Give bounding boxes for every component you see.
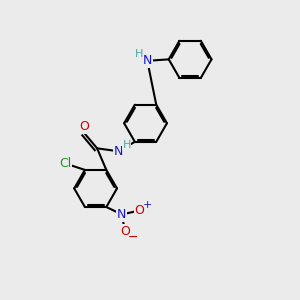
Text: H: H xyxy=(123,140,131,150)
Text: N: N xyxy=(117,208,127,221)
Text: Cl: Cl xyxy=(59,157,71,169)
Text: H: H xyxy=(135,49,143,59)
Text: −: − xyxy=(128,231,138,244)
Text: O: O xyxy=(135,204,145,217)
Text: N: N xyxy=(114,145,123,158)
Text: +: + xyxy=(143,200,152,211)
Text: N: N xyxy=(142,54,152,67)
Text: O: O xyxy=(80,120,89,134)
Text: O: O xyxy=(120,225,130,238)
